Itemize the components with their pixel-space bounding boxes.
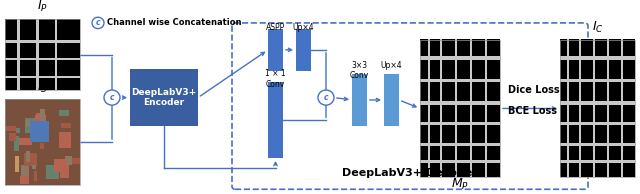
Bar <box>5 100 80 184</box>
Text: c: c <box>96 18 100 27</box>
Circle shape <box>318 90 334 105</box>
Bar <box>352 74 367 126</box>
Bar <box>420 40 500 177</box>
Text: DeepLabV3+ Decoder: DeepLabV3+ Decoder <box>342 168 478 178</box>
Text: $I_S$: $I_S$ <box>37 80 48 95</box>
Bar <box>560 40 635 177</box>
Bar <box>268 82 283 158</box>
Bar <box>384 74 399 126</box>
Text: Up×4: Up×4 <box>292 23 314 32</box>
Text: 1 × 1
Conv: 1 × 1 Conv <box>265 69 286 89</box>
Text: DeepLabV3+
Encoder: DeepLabV3+ Encoder <box>131 88 196 107</box>
Text: Dice Loss: Dice Loss <box>508 85 559 95</box>
Text: $I_P$: $I_P$ <box>37 0 48 14</box>
Text: c: c <box>109 93 115 102</box>
Bar <box>130 69 198 126</box>
Text: 3×3
Conv: 3×3 Conv <box>350 61 369 80</box>
Text: $M_P$: $M_P$ <box>451 177 469 192</box>
Text: Up×4: Up×4 <box>381 61 403 70</box>
Text: c: c <box>324 93 328 102</box>
Text: ASPP: ASPP <box>266 23 285 32</box>
Text: $I_C$: $I_C$ <box>591 20 604 35</box>
Circle shape <box>92 17 104 29</box>
Text: Channel wise Concatenation: Channel wise Concatenation <box>107 18 241 27</box>
Bar <box>268 29 283 71</box>
Bar <box>296 29 311 71</box>
Circle shape <box>104 90 120 105</box>
Bar <box>5 19 80 90</box>
Text: BCE Loss: BCE Loss <box>508 106 557 116</box>
